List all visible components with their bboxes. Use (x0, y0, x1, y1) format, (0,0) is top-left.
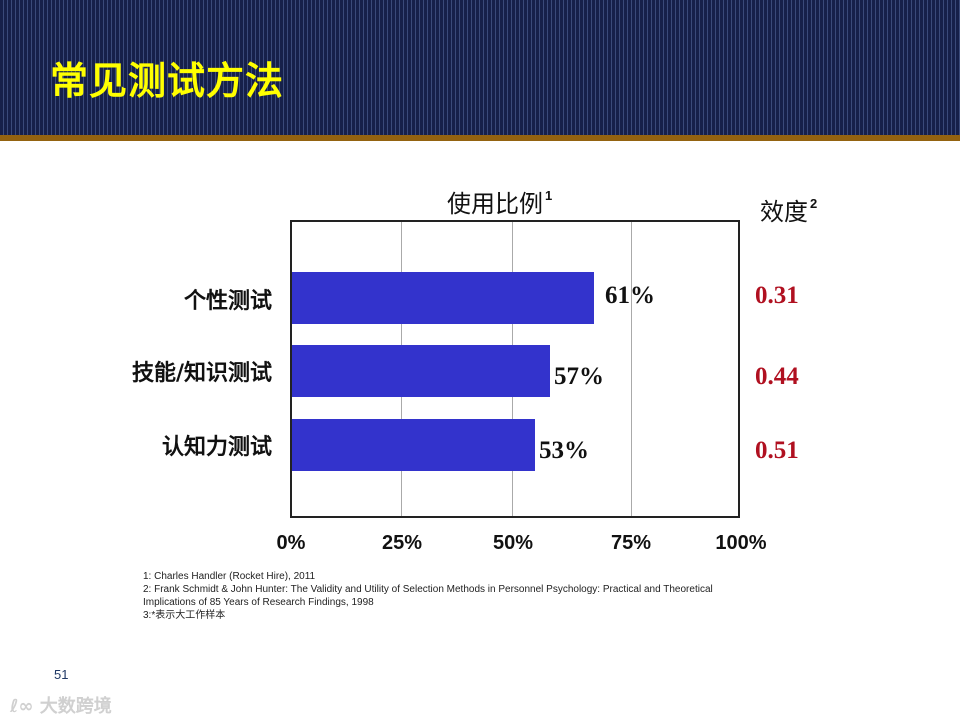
watermark: ℓ∞ 大数跨境 (10, 692, 112, 718)
watermark-text: 大数跨境 (39, 696, 112, 717)
bar-value-label: 53% (539, 437, 589, 464)
bar-value-label: 57% (554, 363, 604, 390)
footnote-2-cont: Implications of 85 Years of Research Fin… (143, 597, 374, 608)
watermark-logo-icon: ℓ∞ (10, 696, 40, 717)
gridline-75 (631, 222, 632, 516)
page-number: 51 (54, 667, 69, 682)
slide-title: 常见测试方法 (50, 59, 285, 103)
efficacy-value: 0.51 (755, 437, 799, 464)
bar-value-label: 61% (605, 282, 655, 309)
efficacy-title: 效度 2 (760, 192, 817, 227)
plot-area (290, 220, 740, 518)
efficacy-title-text: 效度 (760, 198, 808, 226)
bar-skill-knowledge-test (292, 345, 550, 397)
chart-title: 使用比例 1 (447, 184, 552, 219)
footnote-ref-1: 1 (545, 188, 553, 203)
bar-personality-test (292, 272, 594, 324)
slide-header (0, 0, 960, 135)
x-tick-label: 25% (381, 532, 423, 554)
category-label: 个性测试 (183, 289, 272, 314)
footnote-2: 2: Frank Schmidt & John Hunter: The Vali… (143, 584, 713, 595)
header-divider (0, 135, 960, 141)
x-tick-label: 0% (276, 532, 306, 554)
footnote-3: 3:*表示大工作样本 (143, 610, 226, 621)
chart-title-text: 使用比例 (447, 190, 543, 218)
x-tick-label: 50% (492, 532, 534, 554)
x-tick-label: 100% (715, 532, 767, 554)
bar-cognitive-test (292, 419, 535, 471)
category-label: 技能/知识测试 (131, 361, 272, 386)
x-tick-label: 75% (610, 532, 652, 554)
efficacy-value: 0.44 (755, 363, 799, 390)
footnote-1: 1: Charles Handler (Rocket Hire), 2011 (143, 571, 316, 582)
category-label: 认知力测试 (161, 435, 272, 460)
efficacy-value: 0.31 (755, 282, 799, 309)
footnotes: 1: Charles Handler (Rocket Hire), 2011 2… (143, 570, 713, 622)
footnote-ref-2: 2 (810, 196, 818, 211)
